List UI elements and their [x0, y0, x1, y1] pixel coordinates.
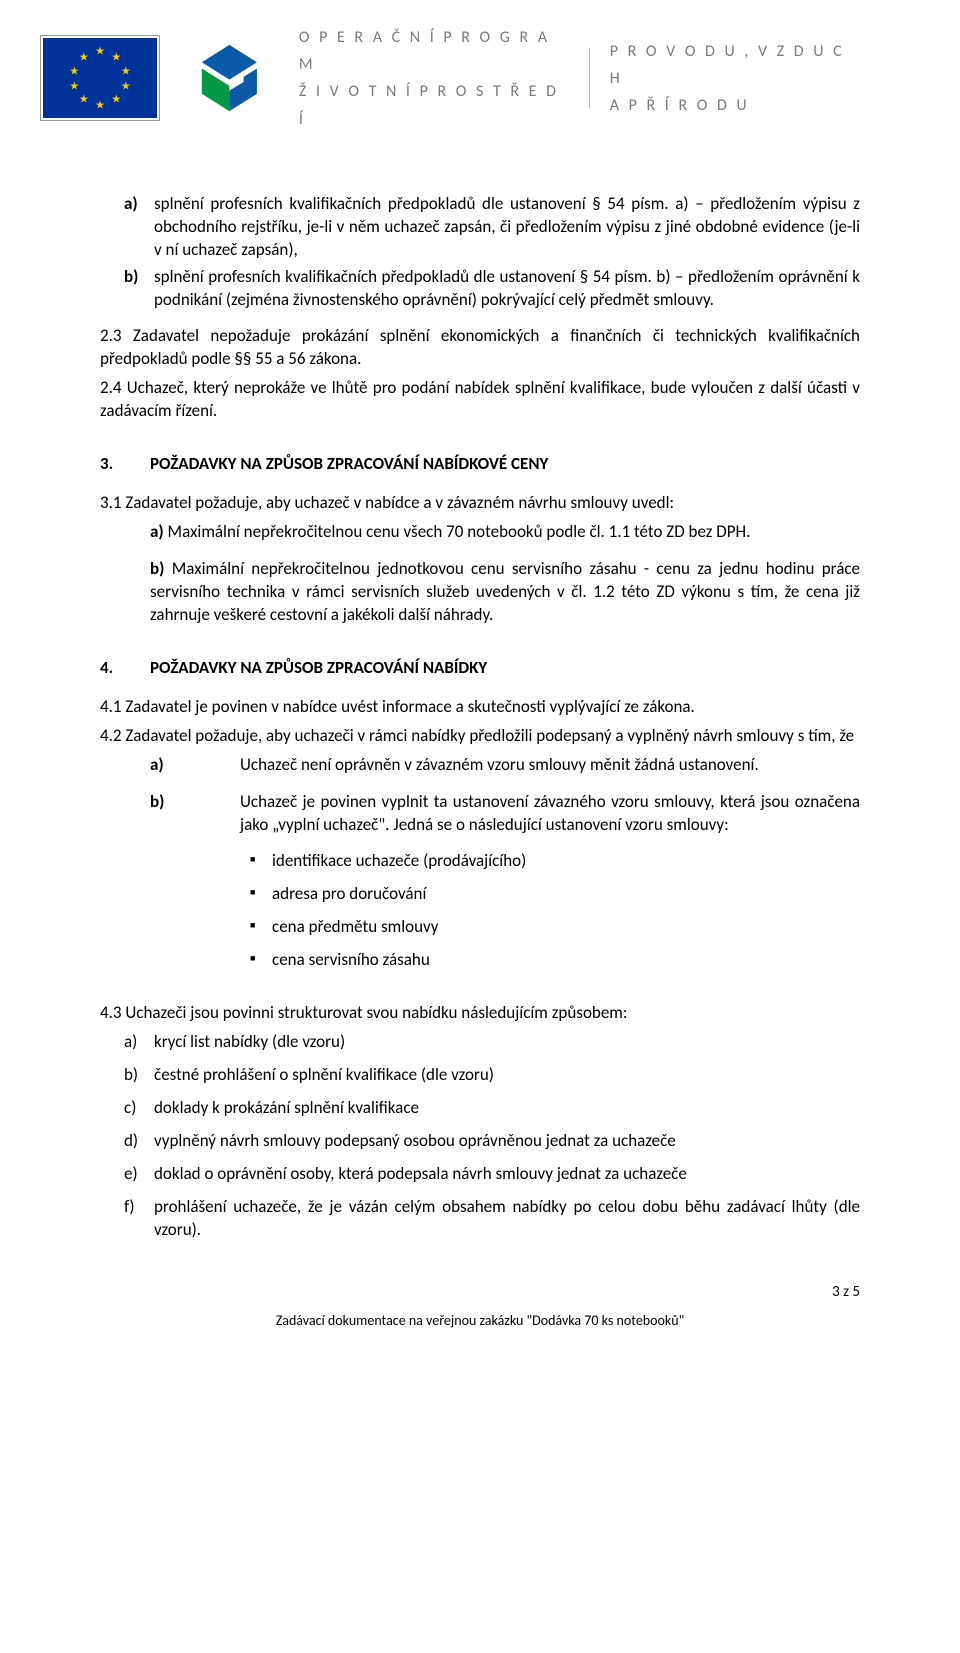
- section-4-heading: 4. POŽADAVKY NA ZPŮSOB ZPRACOVÁNÍ NABÍDK…: [100, 657, 860, 680]
- text: Maximální nepřekročitelnou jednotkovou c…: [150, 558, 860, 625]
- page-number: 3 z 5: [832, 1282, 860, 1302]
- list-marker: b): [124, 1064, 154, 1087]
- paragraph-4-3: 4.3 Uchazeči jsou povinni strukturovat s…: [100, 1002, 860, 1025]
- footer-text: Zadávací dokumentace na veřejnou zakázku…: [276, 1312, 684, 1329]
- paragraph-3-1-a: a) Maximální nepřekročitelnou cenu všech…: [150, 521, 860, 544]
- list-qualification: a) splnění profesních kvalifikačních pře…: [124, 193, 860, 312]
- list-4-2: a) Uchazeč není oprávněn v závazném vzor…: [150, 754, 860, 837]
- list-marker: d): [124, 1130, 154, 1153]
- header: ★ ★ ★ ★ ★ ★ ★ ★ ★ ★ O P E R A Č N Í: [100, 24, 860, 133]
- section-title: POŽADAVKY NA ZPŮSOB ZPRACOVÁNÍ NABÍDKOVÉ…: [150, 453, 548, 476]
- bullet-text: cena servisního zásahu: [272, 949, 860, 972]
- list-text: prohlášení uchazeče, že je vázán celým o…: [154, 1196, 860, 1242]
- list-marker: a): [124, 193, 154, 262]
- paragraph-2-4: 2.4 Uchazeč, který neprokáže ve lhůtě pr…: [100, 377, 860, 423]
- list-text: doklady k prokázání splnění kvalifikace: [154, 1097, 860, 1120]
- header-right-line1: P R O V O D U , V Z D U C H: [610, 38, 860, 92]
- bullet-icon: ■: [250, 883, 272, 906]
- program-logo-icon: [190, 38, 269, 118]
- list-marker: f): [124, 1196, 154, 1242]
- bullet-list: ■identifikace uchazeče (prodávajícího) ■…: [250, 850, 860, 972]
- bullet-icon: ■: [250, 949, 272, 972]
- list-marker: c): [124, 1097, 154, 1120]
- list-text: vyplněný návrh smlouvy podepsaný osobou …: [154, 1130, 860, 1153]
- bold-marker: a): [150, 521, 164, 542]
- paragraph-3-1-b: b) Maximální nepřekročitelnou jednotkovo…: [150, 558, 860, 627]
- paragraph-4-2: 4.2 Zadavatel požaduje, aby uchazeči v r…: [100, 725, 860, 748]
- list-text: krycí list nabídky (dle vzoru): [154, 1031, 860, 1054]
- bullet-text: identifikace uchazeče (prodávajícího): [272, 850, 860, 873]
- list-marker: a): [124, 1031, 154, 1054]
- list-text: čestné prohlášení o splnění kvalifikace …: [154, 1064, 860, 1087]
- list-text: Uchazeč je povinen vyplnit ta ustanovení…: [240, 791, 860, 837]
- section-number: 4.: [100, 657, 150, 680]
- section-title: POŽADAVKY NA ZPŮSOB ZPRACOVÁNÍ NABÍDKY: [150, 657, 487, 680]
- list-text: splnění profesních kvalifikačních předpo…: [154, 193, 860, 262]
- paragraph-2-3: 2.3 Zadavatel nepožaduje prokázání splně…: [100, 325, 860, 371]
- header-left-line1: O P E R A Č N Í P R O G R A M: [299, 24, 569, 78]
- footer: 3 z 5 Zadávací dokumentace na veřejnou z…: [100, 1312, 860, 1331]
- paragraph-4-1: 4.1 Zadavatel je povinen v nabídce uvést…: [100, 696, 860, 719]
- header-divider: [589, 48, 590, 108]
- section-3-heading: 3. POŽADAVKY NA ZPŮSOB ZPRACOVÁNÍ NABÍDK…: [100, 453, 860, 476]
- bullet-text: adresa pro doručování: [272, 883, 860, 906]
- bullet-icon: ■: [250, 916, 272, 939]
- content: a) splnění profesních kvalifikačních pře…: [100, 193, 860, 1331]
- bullet-icon: ■: [250, 850, 272, 873]
- header-text: O P E R A Č N Í P R O G R A M Ž I V O T …: [299, 24, 860, 133]
- list-text: splnění profesních kvalifikačních předpo…: [154, 266, 860, 312]
- list-4-3: a)krycí list nabídky (dle vzoru) b)čestn…: [124, 1031, 860, 1242]
- list-marker: b): [150, 791, 240, 837]
- list-marker: b): [124, 266, 154, 312]
- section-number: 3.: [100, 453, 150, 476]
- eu-flag-icon: ★ ★ ★ ★ ★ ★ ★ ★ ★ ★: [40, 35, 160, 121]
- paragraph-3-1: 3.1 Zadavatel požaduje, aby uchazeč v na…: [100, 492, 860, 515]
- header-right-line2: A P Ř Í R O D U: [610, 92, 860, 119]
- list-marker: e): [124, 1163, 154, 1186]
- document-page: ★ ★ ★ ★ ★ ★ ★ ★ ★ ★ O P E R A Č N Í: [0, 0, 960, 1371]
- text: Maximální nepřekročitelnou cenu všech 70…: [164, 521, 751, 542]
- header-left-line2: Ž I V O T N Í P R O S T Ř E D Í: [299, 78, 569, 132]
- list-marker: a): [150, 754, 240, 777]
- list-text: Uchazeč není oprávněn v závazném vzoru s…: [240, 754, 860, 777]
- bullet-text: cena předmětu smlouvy: [272, 916, 860, 939]
- bold-marker: b): [150, 558, 164, 579]
- list-text: doklad o oprávnění osoby, která podepsal…: [154, 1163, 860, 1186]
